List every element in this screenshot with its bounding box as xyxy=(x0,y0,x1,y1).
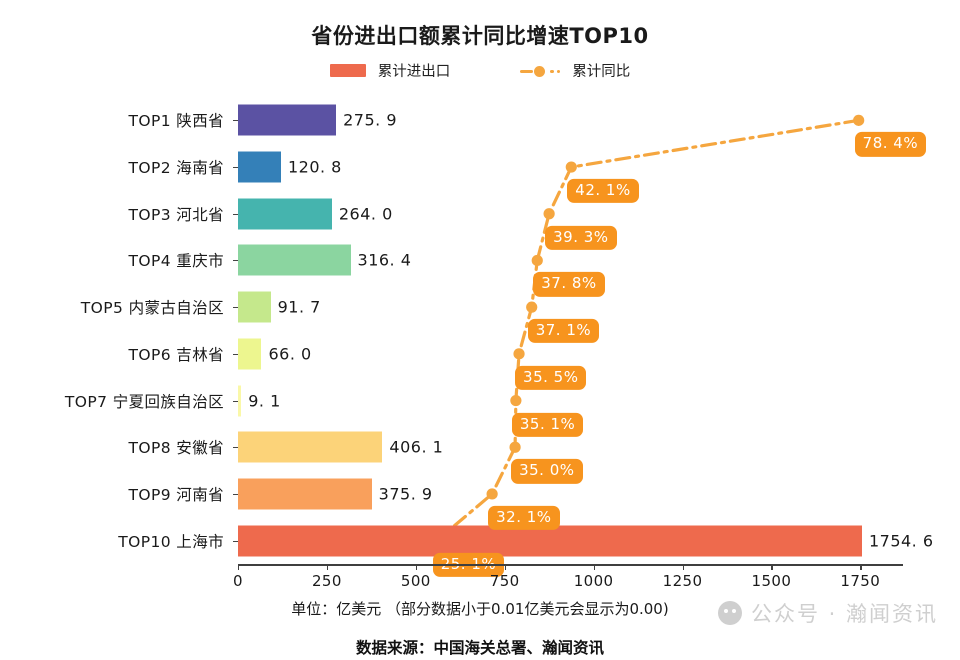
x-axis-tick-label-2: 500 xyxy=(400,572,431,590)
unit-note: 单位：亿美元 （部分数据小于0.01亿美元会显示为0.00) xyxy=(291,600,669,618)
bar-5[interactable] xyxy=(238,291,271,323)
bar-value-label-7: 9. 1 xyxy=(248,391,281,411)
y-axis-tick xyxy=(233,260,238,262)
source-note: 数据来源：中国海关总署、瀚闻资讯 xyxy=(355,639,604,657)
y-axis-label-10: TOP10 上海市 xyxy=(118,532,224,551)
bar-value-label-3: 264. 0 xyxy=(338,204,393,224)
yoy-value-label-7: 35. 1% xyxy=(511,412,584,437)
x-axis-tick-label-5: 1250 xyxy=(662,572,703,590)
yoy-value-label-2: 42. 1% xyxy=(567,178,639,204)
y-axis-label-3: TOP3 河北省 xyxy=(128,205,224,224)
x-axis-tick xyxy=(326,564,329,570)
x-axis-tick xyxy=(504,564,507,570)
x-axis-tick xyxy=(771,564,773,570)
y-axis-tick xyxy=(233,213,238,215)
x-axis-tick xyxy=(860,564,862,570)
legend-bar-label: 累计进出口 xyxy=(377,64,451,80)
yoy-marker-4[interactable] xyxy=(531,254,543,267)
bar-value-label-5: 91. 7 xyxy=(277,297,321,317)
yoy-marker-3[interactable] xyxy=(543,208,555,220)
bar-value-label-8: 406. 1 xyxy=(389,437,444,457)
yoy-value-label-5: 37. 1% xyxy=(527,319,600,344)
y-axis-label-7: TOP7 宁夏回族自治区 xyxy=(64,392,224,411)
y-axis-label-6: TOP6 吉林省 xyxy=(128,345,224,364)
bar-4[interactable] xyxy=(238,244,351,276)
y-axis-tick xyxy=(233,167,238,169)
y-axis-tick xyxy=(233,493,238,495)
y-axis-tick xyxy=(233,120,238,122)
legend-line-label: 累计同比 xyxy=(572,64,631,80)
x-axis-line xyxy=(238,564,903,566)
chart-title: 省份进出口额累计同比增速TOP10 xyxy=(311,24,649,48)
x-axis-tick xyxy=(593,564,595,570)
x-axis-tick-label-4: 1000 xyxy=(573,572,614,590)
plot-area: 275. 9 120. 8 264. 0 316. 4 91. 7 66. 0 9. 1 40… xyxy=(233,97,933,577)
legend-item-bar[interactable]: 累计进出口 xyxy=(329,60,451,81)
y-axis-category-labels: TOP1 陕西省 TOP2 海南省 TOP3 河北省 TOP4 重庆市 TOP5 内蒙古… xyxy=(0,97,232,564)
yoy-value-label-8: 35. 0% xyxy=(511,459,583,484)
legend-line-swatch-icon xyxy=(520,64,561,78)
y-axis-label-5: TOP5 内蒙古自治区 xyxy=(80,299,224,318)
y-axis-tick xyxy=(233,540,238,542)
chart-legend: 累计进出口 累计同比 xyxy=(0,60,960,81)
yoy-marker-1[interactable] xyxy=(853,114,865,126)
bar-3[interactable] xyxy=(238,198,332,230)
bar-7[interactable] xyxy=(238,385,242,417)
yoy-value-label-6: 35. 5% xyxy=(515,365,587,390)
bar-value-label-6: 66. 0 xyxy=(268,344,312,364)
bar-10[interactable] xyxy=(238,525,862,557)
x-axis-tick-label-6: 1500 xyxy=(751,572,792,590)
yoy-line-path xyxy=(435,118,861,543)
yoy-value-label-1: 78. 4% xyxy=(854,132,927,157)
bar-6[interactable] xyxy=(238,338,262,370)
yoy-marker-7[interactable] xyxy=(510,394,522,407)
y-axis-label-1: TOP1 陕西省 xyxy=(128,112,224,131)
x-axis-tick xyxy=(238,564,240,570)
bar-8[interactable] xyxy=(238,431,383,463)
bar-value-label-4: 316. 4 xyxy=(357,250,412,270)
bar-value-label-2: 120. 8 xyxy=(287,157,342,177)
bar-9[interactable] xyxy=(238,478,372,510)
x-axis-tick xyxy=(415,564,418,570)
y-axis-tick xyxy=(233,353,238,355)
yoy-marker-8[interactable] xyxy=(509,441,521,453)
yoy-value-label-4: 37. 8% xyxy=(533,272,605,297)
x-axis-tick-label-3: 750 xyxy=(489,572,520,590)
y-axis-label-8: TOP8 安徽省 xyxy=(128,439,224,458)
bar-1[interactable] xyxy=(238,104,337,136)
y-axis-tick xyxy=(233,307,238,309)
x-axis-tick-label-0: 0 xyxy=(233,572,243,590)
yoy-marker-9[interactable] xyxy=(486,488,498,500)
legend-item-line[interactable]: 累计同比 xyxy=(520,60,630,81)
bar-2[interactable] xyxy=(238,151,281,183)
yoy-value-label-3: 39. 3% xyxy=(545,225,617,250)
bar-value-label-1: 275. 9 xyxy=(343,110,397,130)
x-axis-tick xyxy=(682,564,684,570)
y-axis-label-9: TOP9 河南省 xyxy=(128,485,224,504)
legend-bar-swatch-icon xyxy=(329,64,366,77)
bar-value-label-10: 1754. 6 xyxy=(868,531,934,551)
y-axis-label-2: TOP2 海南省 xyxy=(128,159,224,178)
bar-value-label-9: 375. 9 xyxy=(378,484,433,504)
x-axis-tick-label-7: 1750 xyxy=(840,572,881,590)
y-axis-tick xyxy=(233,400,238,402)
y-axis-tick xyxy=(233,447,238,449)
yoy-marker-6[interactable] xyxy=(513,348,525,360)
yoy-marker-5[interactable] xyxy=(526,301,538,313)
x-axis-tick-label-1: 250 xyxy=(311,572,342,590)
y-axis-label-4: TOP4 重庆市 xyxy=(128,252,224,271)
yoy-marker-2[interactable] xyxy=(565,161,577,173)
yoy-value-label-9: 32. 1% xyxy=(488,505,560,531)
